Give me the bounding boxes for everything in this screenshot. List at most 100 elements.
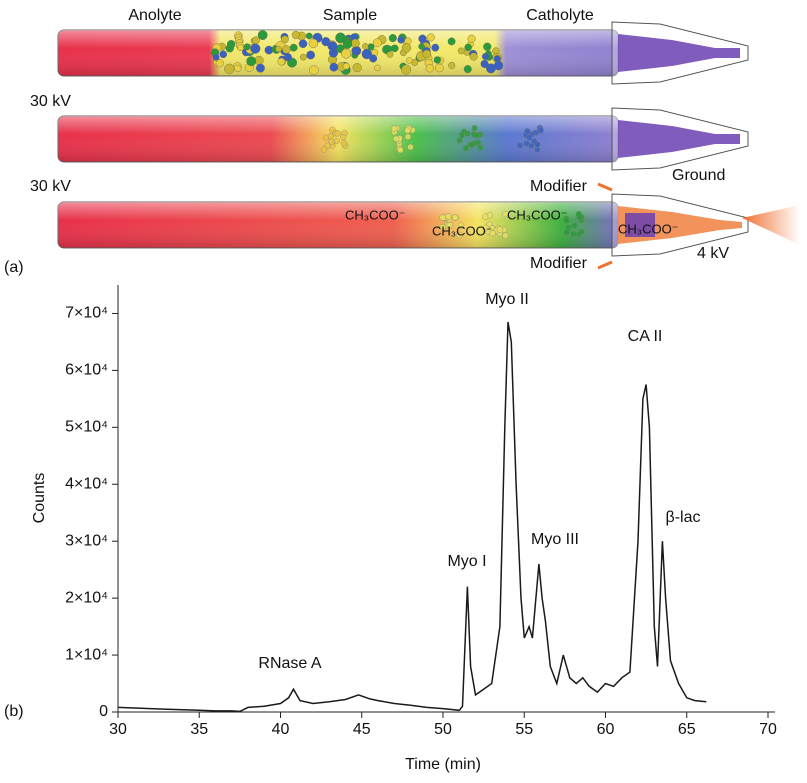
particle <box>374 64 381 72</box>
ion-label: CH₃COO⁻ <box>507 207 568 222</box>
particle <box>322 134 330 142</box>
y-tick-label: 5×10⁴ <box>65 419 108 436</box>
particle <box>255 63 265 73</box>
particle <box>277 57 286 66</box>
particle <box>401 43 412 53</box>
particle <box>342 62 350 70</box>
particle <box>439 214 446 221</box>
particle <box>493 60 504 71</box>
particle <box>563 217 570 225</box>
x-tick-label: 35 <box>190 721 208 738</box>
particle <box>308 38 318 49</box>
x-tick-label: 60 <box>597 721 615 738</box>
particle <box>320 146 328 153</box>
particle <box>352 46 361 56</box>
capillary-shine <box>58 202 618 248</box>
trace <box>117 321 707 713</box>
particle <box>526 134 533 141</box>
x-tick-label: 55 <box>515 721 533 738</box>
particle <box>291 30 300 40</box>
catholyte-fill <box>618 34 742 244</box>
label: Ground <box>672 167 725 184</box>
particle <box>445 213 452 220</box>
ion-label: CH₃COO⁻ <box>345 207 406 222</box>
particle <box>281 35 289 44</box>
y-tick-label: 7×10⁴ <box>65 305 108 322</box>
particle <box>215 59 224 68</box>
particle <box>388 34 397 43</box>
particle <box>502 232 509 239</box>
panel-label: (b) <box>4 703 24 720</box>
particle <box>305 32 313 40</box>
particle <box>457 47 465 55</box>
peak-label: Myo II <box>485 291 529 308</box>
particle <box>264 45 274 55</box>
particle <box>446 221 454 229</box>
particle <box>328 138 335 146</box>
particle <box>275 45 282 53</box>
particle <box>397 146 404 154</box>
particle <box>390 44 399 53</box>
particle <box>352 63 362 73</box>
particle <box>530 137 538 145</box>
y-tick-label: 0 <box>99 703 108 720</box>
particle <box>471 125 478 132</box>
particle <box>469 52 478 61</box>
particle <box>496 226 504 233</box>
particle <box>327 41 338 52</box>
particle <box>361 48 372 60</box>
peak-label: CA II <box>628 328 663 345</box>
particle <box>425 64 434 73</box>
label: 30 kV <box>30 178 71 195</box>
peak-label: Myo III <box>531 531 579 548</box>
particle <box>431 43 440 52</box>
particle <box>257 30 268 40</box>
particle <box>234 64 242 73</box>
particle <box>447 37 456 46</box>
particle <box>571 222 578 229</box>
particle <box>404 127 411 134</box>
particle <box>342 39 353 49</box>
particle <box>243 43 251 51</box>
particle <box>480 59 489 68</box>
particle <box>524 128 531 135</box>
particle <box>439 224 446 231</box>
particle <box>372 38 382 48</box>
panel-label: (a) <box>4 259 24 276</box>
particle <box>334 130 341 137</box>
sample-particles <box>210 30 585 239</box>
particle <box>418 43 425 50</box>
particle <box>451 214 459 221</box>
particle <box>486 212 494 219</box>
particle <box>411 59 419 66</box>
diagram: Anolyte Sample Catholyte 30 kV 30 kV Gro… <box>4 7 800 276</box>
particle <box>283 53 292 62</box>
particle <box>282 45 291 54</box>
particle <box>252 36 260 45</box>
particle <box>473 132 480 139</box>
particle <box>422 49 432 59</box>
y-tick-label: 1×10⁴ <box>65 646 108 663</box>
particle <box>483 42 492 51</box>
particle <box>309 65 319 76</box>
particle <box>226 40 236 49</box>
y-tick-label: 4×10⁴ <box>65 475 108 492</box>
y-axis-title: Counts <box>31 473 48 524</box>
particle <box>468 141 476 149</box>
label: Anolyte <box>128 7 181 24</box>
x-tick-label: 40 <box>272 721 290 738</box>
particle <box>462 145 470 152</box>
particle <box>489 230 496 237</box>
particle <box>299 53 307 61</box>
particle <box>289 43 298 52</box>
particle <box>341 48 352 59</box>
particle <box>575 210 582 218</box>
particle <box>340 139 348 147</box>
particle <box>565 224 572 231</box>
particle <box>406 57 413 64</box>
particle <box>570 230 577 238</box>
particle <box>250 43 261 54</box>
particle <box>329 62 339 72</box>
particle <box>463 65 472 74</box>
